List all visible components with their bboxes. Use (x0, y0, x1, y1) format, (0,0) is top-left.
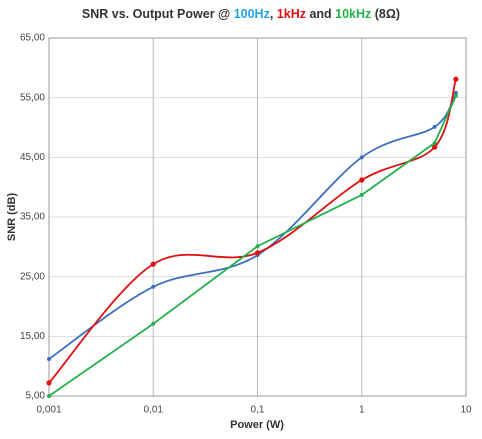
y-tick-label: 15,00 (20, 331, 45, 342)
data-point (453, 90, 458, 95)
y-tick-label: 25,00 (20, 271, 45, 282)
data-point (151, 284, 156, 289)
data-point (47, 394, 51, 398)
x-axis-label: Power (W) (230, 419, 284, 431)
series-line (48, 95, 457, 397)
x-tick-label: 10 (460, 405, 472, 416)
data-point (359, 177, 365, 183)
data-point (150, 261, 156, 267)
title-part: 1kHz (277, 7, 306, 21)
y-tick-label: 65,00 (20, 33, 45, 44)
data-point (432, 124, 437, 129)
data-point (255, 244, 260, 249)
data-point (254, 250, 261, 256)
y-tick-label: 55,00 (20, 92, 45, 103)
data-point (359, 192, 364, 197)
title-part: 10kHz (335, 7, 371, 21)
data-point (151, 321, 156, 326)
y-axis-label: SNR (dB) (6, 193, 18, 242)
data-point (453, 93, 458, 98)
x-tick-label: 0,1 (251, 405, 265, 416)
y-tick-label: 5,00 (26, 391, 46, 402)
data-point (359, 155, 364, 160)
x-tick-label: 0,001 (36, 405, 61, 416)
title-part: SNR vs. Output Power @ (82, 7, 234, 21)
title-part: (8Ω) (371, 7, 400, 21)
plot-border (48, 37, 467, 397)
title-part: , (270, 7, 277, 21)
chart-title: SNR vs. Output Power @ 100Hz, 1kHz and 1… (82, 7, 400, 21)
title-part: and (306, 7, 335, 21)
data-point (432, 141, 437, 146)
data-point (46, 380, 52, 386)
data-point (432, 144, 438, 150)
x-tick-label: 0,01 (144, 405, 164, 416)
data-point (47, 357, 51, 362)
y-tick-label: 35,00 (20, 212, 45, 223)
x-tick-label: 1 (359, 405, 365, 416)
data-point (453, 76, 459, 82)
y-tick-label: 45,00 (20, 152, 45, 163)
title-part: 100Hz (234, 7, 270, 21)
